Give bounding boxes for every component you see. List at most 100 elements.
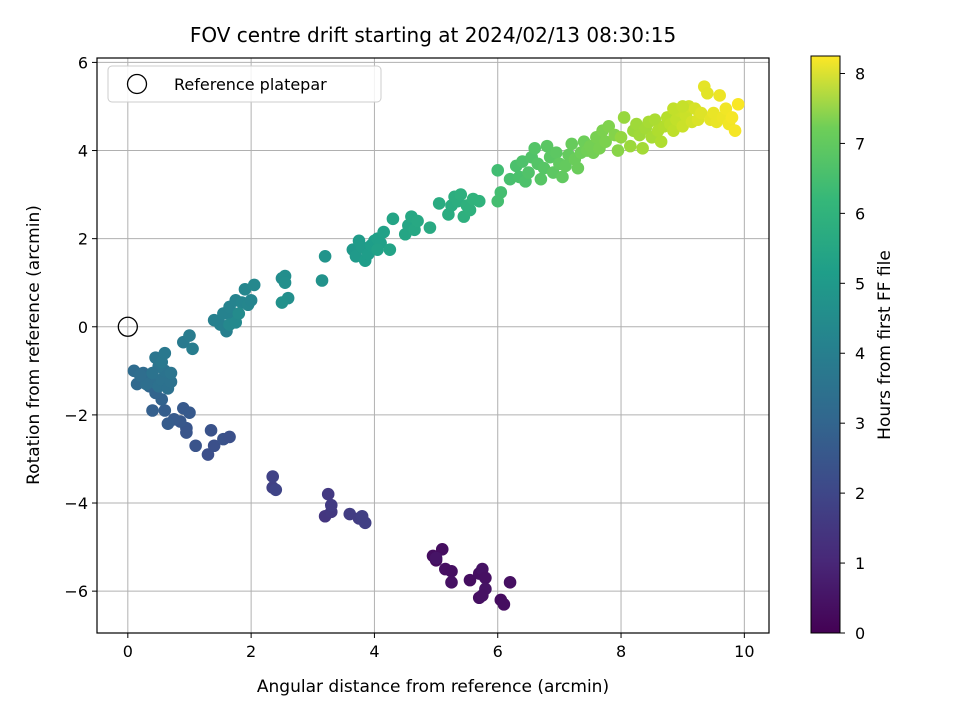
scatter-point [731,97,745,111]
scatter-point [247,278,261,292]
scatter-point [559,159,572,173]
scatter-point [164,375,178,389]
legend-box [107,65,382,103]
scatter-point [377,225,390,239]
scatter-point [654,135,668,149]
colorbar-tick-label: 3 [855,414,865,433]
chart-title: FOV centre drift starting at 2024/02/13 … [190,23,676,47]
colorbar-gradient [810,55,841,634]
scatter-point [164,366,178,380]
colorbar-tick-label: 6 [855,204,865,223]
data-points [127,80,745,611]
scatter-point [266,470,280,483]
plot-frame [96,57,770,634]
scatter-point [476,589,489,602]
scatter-point [614,131,628,144]
scatter-point [719,102,733,115]
scatter-point [133,368,147,382]
scatter-point [189,439,202,453]
scatter-point [445,576,458,589]
scatter-point [180,426,193,439]
x-tick-label: 2 [246,642,256,661]
scatter-point [435,542,449,556]
scatter-point [140,377,153,391]
scatter-point [556,170,569,184]
scatter-point [713,89,726,102]
y-tick-label: −6 [64,582,88,601]
reference-marker [117,316,138,337]
scatter-point [550,146,563,160]
scatter-point [275,296,289,309]
y-axis-ticks: −6 −4 −2 0 2 4 6 [64,53,97,601]
scatter-point [623,139,637,153]
scatter-point [728,124,742,138]
colorbar: 0 1 2 3 4 5 6 7 8 Hours from first FF file [810,55,895,643]
scatter-point [324,498,338,512]
colorbar-tick-label: 2 [855,484,865,503]
y-tick-label: −4 [64,494,88,513]
scatter-point [146,366,159,380]
scatter-point [432,197,446,210]
scatter-point [411,214,424,228]
scatter-point [232,307,246,320]
scatter-point [454,188,468,201]
scatter-point [472,194,486,208]
scatter-point [540,139,554,153]
scatter-point [429,551,443,565]
scatter-point [371,243,384,256]
scatter-point [423,221,437,234]
scatter-point [611,144,625,157]
scatter-point [701,86,714,100]
scatter-point [244,294,258,307]
scatter-point [636,142,649,155]
scatter-point [158,404,172,417]
legend-label: Reference platepar [174,75,327,94]
scatter-point [158,346,172,360]
colorbar-tick-label: 4 [855,344,865,363]
scatter-point [207,313,221,327]
y-axis-label: Rotation from reference (arcmin) [24,205,44,485]
scatter-point [445,565,458,578]
y-tick-label: −2 [64,406,88,425]
scatter-point [522,166,535,179]
scatter-point [383,243,397,256]
scatter-point [315,274,329,287]
reference-marker-group [117,316,138,337]
x-axis-ticks: 0 2 4 6 8 10 [123,633,755,661]
x-tick-label: 10 [734,642,754,661]
scatter-point [602,119,616,133]
x-tick-label: 0 [123,642,133,661]
x-tick-label: 8 [616,642,626,661]
scatter-point [528,142,542,155]
colorbar-tick-label: 5 [855,274,865,293]
scatter-point [269,483,283,497]
x-axis-label: Angular distance from reference (arcmin) [257,677,609,697]
scatter-point [599,135,612,149]
y-tick-label: 4 [78,142,88,161]
scatter-point [497,598,511,611]
scatter-point [186,342,199,356]
x-tick-label: 6 [493,642,503,661]
y-tick-label: 2 [78,230,88,249]
scatter-point [503,576,517,589]
scatter-point [479,571,492,585]
colorbar-ticks: 0 1 2 3 4 5 6 7 8 [840,64,865,643]
scatter-point [571,161,585,175]
scatter-point [491,164,505,177]
scatter-point [146,404,159,417]
scatter-point [204,424,218,437]
colorbar-tick-label: 8 [855,64,865,83]
scatter-point [207,439,221,453]
legend-marker-icon [126,73,148,95]
scatter-point [223,430,236,444]
scatter-point [183,406,196,419]
scatter-point [694,106,708,120]
colorbar-label: Hours from first FF file [875,250,895,440]
scatter-point [386,212,400,226]
scatter-point [463,203,477,217]
scatter-point [676,100,689,113]
scatter-point [321,487,335,501]
colorbar-tick-label: 1 [855,554,865,573]
scatter-point [648,113,662,126]
scatter-point [491,194,505,208]
